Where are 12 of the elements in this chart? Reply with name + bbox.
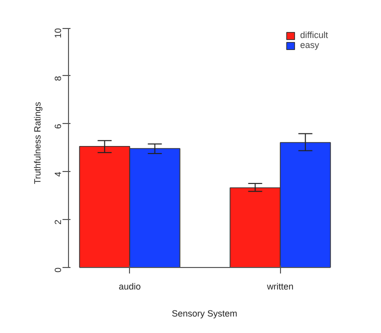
y-tick-label: 4 xyxy=(53,172,63,177)
y-tick-label: 10 xyxy=(53,28,63,38)
x-tick-label: audio xyxy=(118,282,141,292)
y-tick-label: 8 xyxy=(53,76,63,81)
y-tick-label: 0 xyxy=(53,267,63,273)
legend-label: difficult xyxy=(300,30,328,40)
y-tick-label: 2 xyxy=(53,220,63,225)
x-axis-title: Sensory System xyxy=(172,308,238,318)
y-axis-title: Truthfulness Ratings xyxy=(32,101,42,184)
legend-label: easy xyxy=(300,40,320,50)
y-tick-label: 6 xyxy=(53,124,63,129)
x-tick-label: written xyxy=(266,282,294,292)
